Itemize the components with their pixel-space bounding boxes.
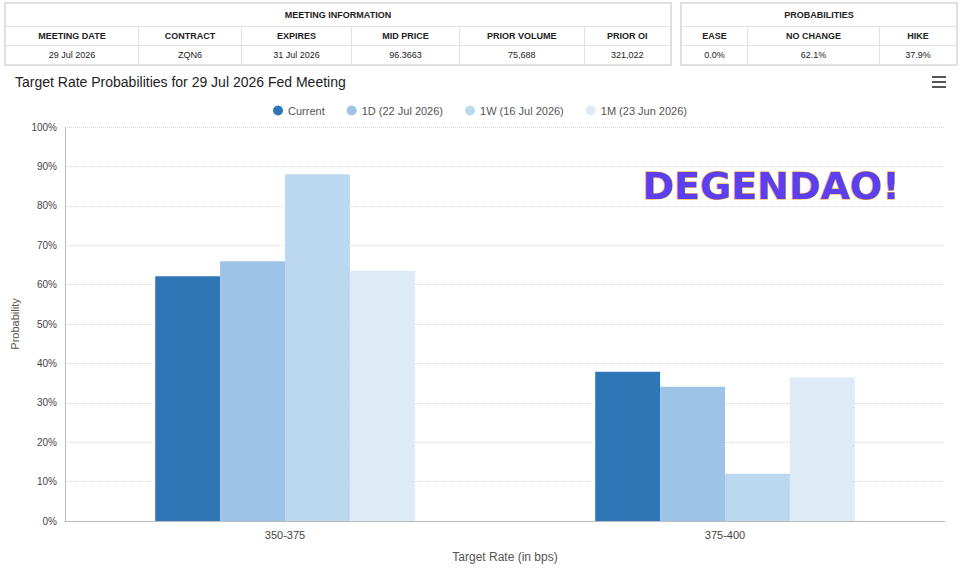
- html-text:EXPIRES: EXPIRES: [276, 31, 316, 41]
- svg-text:20%: 20%: [37, 437, 57, 448]
- svg-text:Target Rate (in bps): Target Rate (in bps): [452, 550, 557, 564]
- html-text:ZQN6: ZQN6: [178, 50, 202, 60]
- html-text:MEETING DATE: MEETING DATE: [38, 31, 106, 41]
- svg-text:0%: 0%: [43, 516, 58, 527]
- html-text:PRIOR VOLUME: PRIOR VOLUME: [487, 31, 557, 41]
- html-text:62.1%: 62.1%: [800, 50, 827, 60]
- svg-text:1D (22 Jul 2026): 1D (22 Jul 2026): [362, 105, 443, 117]
- svg-text:50%: 50%: [37, 319, 57, 330]
- svg-text:90%: 90%: [37, 161, 57, 172]
- svg-text:Target Rate Probabilities for: Target Rate Probabilities for 29 Jul 202…: [15, 74, 346, 90]
- html-text:EASE: EASE: [702, 31, 727, 41]
- html-text:MEETING INFORMATION: MEETING INFORMATION: [284, 10, 392, 20]
- html-text:321,022: 321,022: [611, 50, 644, 60]
- svg-text:60%: 60%: [37, 279, 57, 290]
- svg-text:DEGENDAO!: DEGENDAO!: [642, 164, 899, 208]
- svg-text:70%: 70%: [37, 240, 57, 251]
- svg-text:350-375: 350-375: [265, 529, 305, 541]
- html-text:37.9%: 37.9%: [905, 50, 931, 60]
- html-text:31 Jul 2026: 31 Jul 2026: [273, 50, 320, 60]
- html-text:PRIOR OI: PRIOR OI: [607, 31, 648, 41]
- svg-text:10%: 10%: [37, 476, 57, 487]
- svg-text:80%: 80%: [37, 200, 57, 211]
- html-text:MID PRICE: MID PRICE: [382, 31, 429, 41]
- html-text:29 Jul 2026: 29 Jul 2026: [48, 50, 96, 60]
- svg-text:40%: 40%: [37, 358, 57, 369]
- svg-text:1W (16 Jul 2026): 1W (16 Jul 2026): [480, 105, 564, 117]
- svg-text:100%: 100%: [31, 122, 57, 133]
- svg-text:30%: 30%: [37, 397, 57, 408]
- html-text:75,688: 75,688: [508, 50, 536, 60]
- svg-text:Current: Current: [288, 105, 325, 117]
- svg-text:375-400: 375-400: [705, 529, 745, 541]
- svg-text:Probability: Probability: [9, 298, 21, 350]
- svg-text:1M (23 Jun 2026): 1M (23 Jun 2026): [601, 105, 687, 117]
- html-text:PROBABILITIES: PROBABILITIES: [784, 10, 854, 20]
- html-text:CONTRACT: CONTRACT: [164, 31, 216, 41]
- html-text:HIKE: HIKE: [907, 31, 929, 41]
- html-text:0.0%: 0.0%: [704, 50, 725, 60]
- html-text:NO CHANGE: NO CHANGE: [786, 31, 841, 41]
- html-text:96.3663: 96.3663: [389, 50, 422, 60]
